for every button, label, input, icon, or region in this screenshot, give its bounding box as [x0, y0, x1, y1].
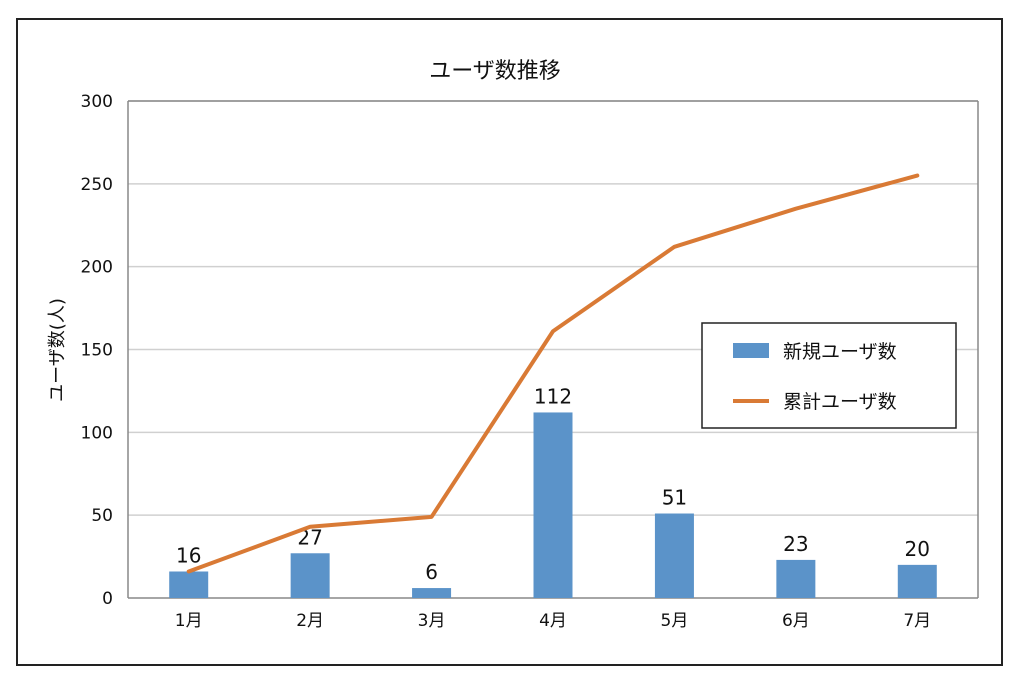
data-label: 6 — [425, 560, 438, 584]
y-tick-label: 200 — [81, 258, 113, 278]
x-tick-label: 3月 — [418, 611, 446, 631]
data-label: 51 — [662, 486, 687, 510]
bar — [654, 513, 694, 598]
y-tick-labels: 0 50 100 150 200 250 300 — [81, 92, 113, 609]
bar-series — [169, 412, 937, 598]
y-axis-label: ユーザ数(人) — [47, 298, 68, 402]
x-tick-label: 4月 — [539, 611, 567, 631]
bar — [533, 412, 573, 598]
legend-label-new-users: 新規ユーザ数 — [783, 341, 897, 363]
x-tick-label: 1月 — [175, 611, 203, 631]
bar — [412, 588, 452, 598]
legend: 新規ユーザ数 累計ユーザ数 — [701, 322, 957, 429]
bar — [290, 553, 330, 598]
x-tick-label: 6月 — [782, 611, 810, 631]
y-tick-label: 300 — [81, 92, 113, 112]
x-tick-labels: 1月 2月 3月 4月 5月 6月 7月 — [175, 611, 931, 631]
y-tick-label: 250 — [81, 175, 113, 195]
chart-frame — [16, 18, 1003, 666]
bar — [169, 571, 209, 598]
chart-title: ユーザ数推移 — [429, 59, 561, 84]
bar — [776, 559, 816, 598]
gridlines — [127, 100, 979, 599]
legend-swatch-new-users — [733, 343, 769, 358]
data-label: 16 — [176, 543, 201, 567]
x-tick-label: 7月 — [903, 611, 931, 631]
data-label: 20 — [905, 537, 930, 561]
x-tick-label: 2月 — [296, 611, 324, 631]
y-tick-label: 150 — [81, 341, 113, 361]
legend-box — [701, 322, 957, 429]
bar — [897, 564, 937, 598]
data-label: 112 — [534, 384, 572, 408]
data-label: 23 — [783, 532, 808, 556]
y-tick-label: 50 — [91, 506, 113, 526]
line-series — [186, 173, 920, 574]
y-tick-label: 100 — [81, 423, 113, 443]
y-tick-label: 0 — [102, 589, 113, 609]
legend-label-cumulative-users: 累計ユーザ数 — [783, 391, 897, 413]
x-tick-label: 5月 — [661, 611, 689, 631]
